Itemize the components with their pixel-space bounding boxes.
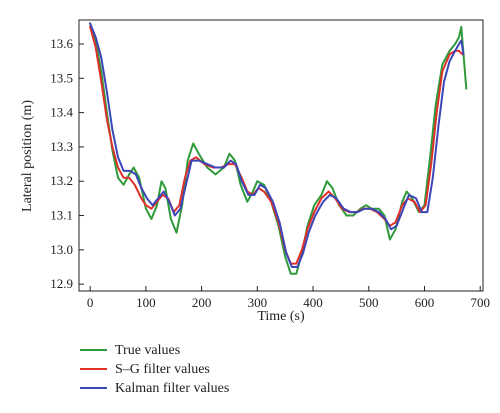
x-tick-label: 300 xyxy=(248,295,268,310)
y-tick-label: 13.6 xyxy=(50,36,73,51)
series-line-3 xyxy=(89,22,465,268)
x-tick-label: 500 xyxy=(359,295,379,310)
y-tick-label: 13.0 xyxy=(50,242,73,257)
legend: True values S–G filter values Kalman filte… xyxy=(80,343,229,396)
y-tick-label: 13.3 xyxy=(50,139,73,154)
y-axis: 12.9 13.0 13.1 13.2 13.3 13.4 13.5 13.6 xyxy=(50,36,84,291)
y-tick-label: 13.2 xyxy=(50,173,73,188)
legend-label-1: True values xyxy=(115,343,180,358)
y-axis-label: Lateral position (m) xyxy=(20,100,35,212)
x-tick-label: 400 xyxy=(303,295,323,310)
legend-label-3: Kalman filter values xyxy=(115,381,229,396)
legend-label-2: S–G filter values xyxy=(115,362,210,377)
plot-area: 0 100 200 300 400 500 600 700 12.913.013.113.21… xyxy=(50,19,490,310)
y-tick-label: 13.5 xyxy=(50,70,73,85)
y-tick-label: 12.9 xyxy=(50,276,73,291)
x-tick-label: 700 xyxy=(470,295,490,310)
x-axis: 0 100 200 300 400 500 600 700 xyxy=(87,286,490,310)
x-tick-label: 100 xyxy=(136,295,156,310)
y-tick-label: 13.4 xyxy=(50,105,73,120)
plot-frame xyxy=(78,19,484,292)
series-line-1 xyxy=(89,22,468,275)
series-layer xyxy=(89,22,468,275)
x-tick-label: 0 xyxy=(87,295,94,310)
y-tick-label: 13.1 xyxy=(50,208,73,223)
series-line-2 xyxy=(89,25,464,265)
x-tick-label: 600 xyxy=(415,295,435,310)
x-axis-label: Time (s) xyxy=(257,309,305,324)
x-tick-label: 200 xyxy=(192,295,212,310)
